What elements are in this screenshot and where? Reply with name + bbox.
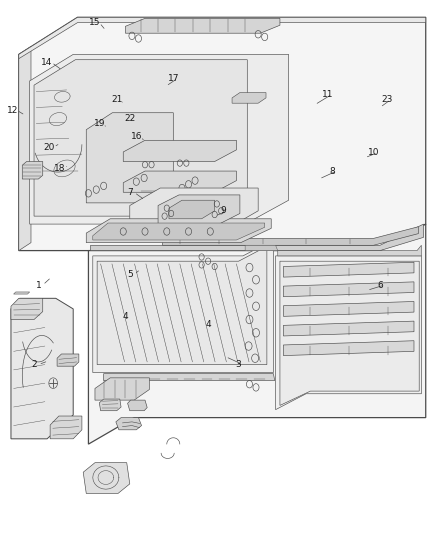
Polygon shape [278,245,421,256]
Polygon shape [283,341,414,356]
Text: 8: 8 [329,166,335,175]
Polygon shape [95,378,149,400]
Text: 15: 15 [89,18,101,27]
Polygon shape [162,227,418,245]
Text: 1: 1 [35,280,41,289]
Polygon shape [83,463,130,494]
Text: 6: 6 [377,280,383,289]
Text: 19: 19 [94,119,105,128]
Polygon shape [57,354,79,366]
Polygon shape [34,60,247,216]
Polygon shape [93,223,265,240]
Polygon shape [91,224,424,251]
Polygon shape [11,298,73,439]
Polygon shape [127,400,147,411]
Text: 5: 5 [127,270,133,279]
Polygon shape [86,219,271,243]
Text: 14: 14 [42,58,53,67]
Text: 7: 7 [127,188,133,197]
Text: 11: 11 [322,90,334,99]
Text: 21: 21 [111,95,122,104]
Text: 16: 16 [131,132,142,141]
Polygon shape [50,416,82,439]
Polygon shape [14,292,30,294]
Polygon shape [283,262,414,277]
Polygon shape [232,93,266,103]
Polygon shape [283,321,414,336]
Polygon shape [88,224,426,444]
Text: 2: 2 [31,360,37,369]
Polygon shape [11,298,43,319]
Polygon shape [104,374,275,381]
Text: 4: 4 [123,312,128,321]
Polygon shape [97,246,267,365]
Polygon shape [125,18,280,33]
Text: 23: 23 [381,95,392,104]
Polygon shape [99,399,121,411]
Polygon shape [30,54,289,224]
Polygon shape [245,245,278,251]
Text: 17: 17 [168,74,179,83]
Polygon shape [19,17,426,59]
Text: 3: 3 [236,360,241,369]
Text: 9: 9 [220,206,226,215]
Text: 4: 4 [205,320,211,329]
Polygon shape [93,240,273,373]
Polygon shape [22,161,43,179]
Polygon shape [123,140,237,161]
Polygon shape [19,46,31,251]
Polygon shape [130,188,258,228]
Polygon shape [19,17,426,251]
Polygon shape [86,113,173,203]
Polygon shape [276,256,421,410]
Text: 22: 22 [124,114,135,123]
Polygon shape [280,261,419,406]
Text: 18: 18 [54,164,66,173]
Polygon shape [169,200,215,219]
Polygon shape [283,302,414,317]
Polygon shape [116,418,141,430]
Polygon shape [123,171,237,192]
Text: 12: 12 [7,106,18,115]
Polygon shape [283,282,414,297]
Text: 10: 10 [368,148,379,157]
Polygon shape [158,195,240,224]
Text: 20: 20 [43,143,55,152]
